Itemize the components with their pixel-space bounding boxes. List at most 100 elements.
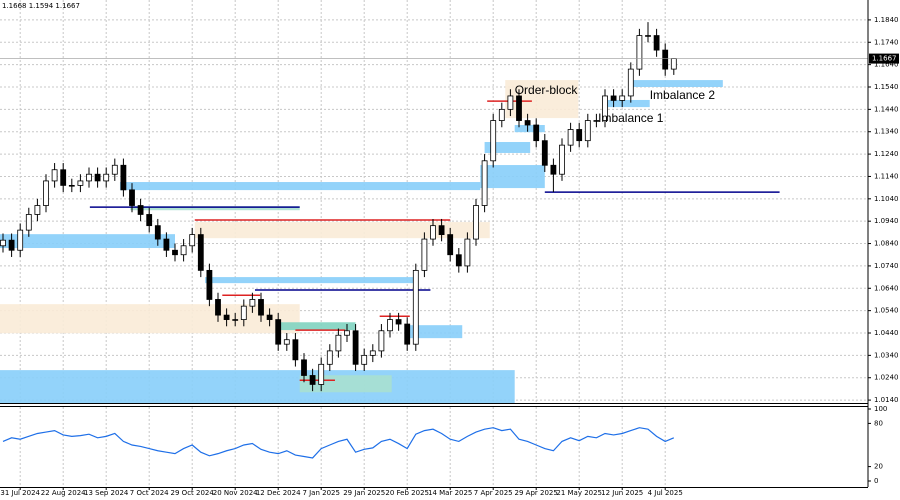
- candle-body: [404, 323, 411, 345]
- x-tick-label: 4 Jul 2025: [648, 489, 683, 497]
- candle-body: [412, 269, 419, 345]
- zone: [0, 304, 300, 334]
- candle-body: [421, 238, 428, 271]
- zone: [279, 322, 356, 331]
- candle-body: [94, 173, 101, 182]
- candle-body: [344, 330, 350, 336]
- price-panel: Order-block Imbalance 2 Imbalance 1: [0, 0, 868, 403]
- y-tick-label: 1.1740: [874, 38, 899, 46]
- candle-body: [430, 225, 436, 240]
- y-tick-label: 1.0440: [874, 329, 899, 337]
- candle-body: [533, 124, 540, 142]
- candle-body: [17, 229, 24, 251]
- candle-body: [524, 120, 531, 126]
- candle-body: [180, 245, 187, 256]
- candle-body: [0, 239, 6, 247]
- candle-body: [645, 35, 651, 37]
- candle-body: [25, 214, 32, 231]
- candle-body: [318, 363, 325, 385]
- zone: [480, 165, 545, 189]
- candle-body: [146, 214, 153, 227]
- x-tick-label: 12 Jun 2025: [601, 489, 643, 497]
- candle-body: [541, 140, 548, 166]
- x-tick-label: 29 Jan 2025: [343, 489, 385, 497]
- candle-body: [576, 129, 583, 142]
- annotation: Imbalance 1: [598, 111, 664, 125]
- candle-body: [275, 319, 282, 345]
- candle-body: [43, 180, 49, 206]
- y-tick-label: 1.0140: [874, 396, 899, 404]
- zone: [194, 222, 490, 239]
- y-tick-label: 1.1140: [874, 172, 899, 180]
- candle-body: [378, 330, 385, 352]
- osc-tick-label: 20: [874, 463, 883, 471]
- candle-body: [507, 95, 514, 110]
- candle-body: [292, 339, 299, 361]
- last-price-tag: [869, 53, 899, 64]
- candle-body: [34, 205, 41, 215]
- candle-body: [361, 354, 368, 365]
- candle-body: [662, 49, 669, 70]
- x-tick-label: 13 Sep 2024: [84, 489, 129, 497]
- candle-body: [369, 350, 376, 356]
- candle-body: [8, 239, 15, 251]
- candle-body: [258, 299, 264, 316]
- candle-body: [567, 129, 574, 146]
- osc-tick-label: 80: [874, 419, 883, 427]
- candle-body: [86, 173, 92, 182]
- y-tick-label: 1.0940: [874, 217, 899, 225]
- zone: [629, 80, 723, 87]
- osc-tick-label: 0: [874, 477, 878, 485]
- candle-body: [60, 169, 67, 186]
- candle-body: [77, 180, 84, 186]
- candle-body: [249, 299, 256, 307]
- zone: [205, 277, 415, 284]
- candle-body: [559, 144, 565, 175]
- candle-body: [51, 169, 58, 182]
- candle-body: [189, 234, 196, 247]
- y-tick-label: 1.1240: [874, 150, 899, 158]
- x-tick-label: 20 Nov 2024: [213, 489, 258, 497]
- candle-body: [215, 299, 221, 316]
- zone: [409, 325, 463, 339]
- last-price-label: 1.1667: [872, 55, 897, 63]
- x-tick-label: 21 May 2025: [556, 489, 602, 497]
- y-tick-label: 1.1840: [874, 16, 899, 24]
- candle-body: [283, 339, 290, 345]
- x-tick-label: 12 Dec 2024: [256, 489, 301, 497]
- candle-body: [111, 164, 118, 175]
- x-tick-label: 31 Jul 2024: [0, 489, 40, 497]
- candle-body: [447, 234, 454, 256]
- x-tick-label: 7 Oct 2024: [130, 489, 169, 497]
- candle-body: [550, 164, 557, 175]
- candle-body: [387, 319, 393, 332]
- candle-body: [206, 269, 213, 300]
- oscillator-line: [2, 427, 675, 459]
- candle-body: [653, 35, 660, 51]
- candle-body: [395, 319, 402, 325]
- zone: [605, 99, 650, 108]
- candle-body: [154, 225, 161, 240]
- x-tick-label: 7 Jan 2025: [302, 489, 340, 497]
- candle-body: [137, 205, 144, 215]
- candle-body: [455, 254, 462, 267]
- candle-body: [481, 160, 488, 206]
- candle-body: [619, 95, 626, 101]
- osc-tick-label: 100: [874, 405, 887, 413]
- candle-body: [610, 95, 617, 101]
- candle-body: [335, 334, 342, 352]
- candle-body: [438, 225, 445, 235]
- y-tick-label: 1.0340: [874, 351, 899, 359]
- candle-body: [464, 238, 471, 267]
- candle-body: [593, 120, 600, 122]
- x-tick-label: 29 Apr 2025: [515, 489, 558, 497]
- y-tick-label: 1.0640: [874, 284, 899, 292]
- x-tick-label: 29 Oct 2024: [171, 489, 215, 497]
- y-tick-label: 1.1340: [874, 128, 899, 136]
- y-tick-label: 1.1640: [874, 61, 899, 69]
- annotation: Imbalance 2: [650, 88, 716, 102]
- candle-body: [68, 184, 75, 187]
- candle-body: [326, 350, 333, 365]
